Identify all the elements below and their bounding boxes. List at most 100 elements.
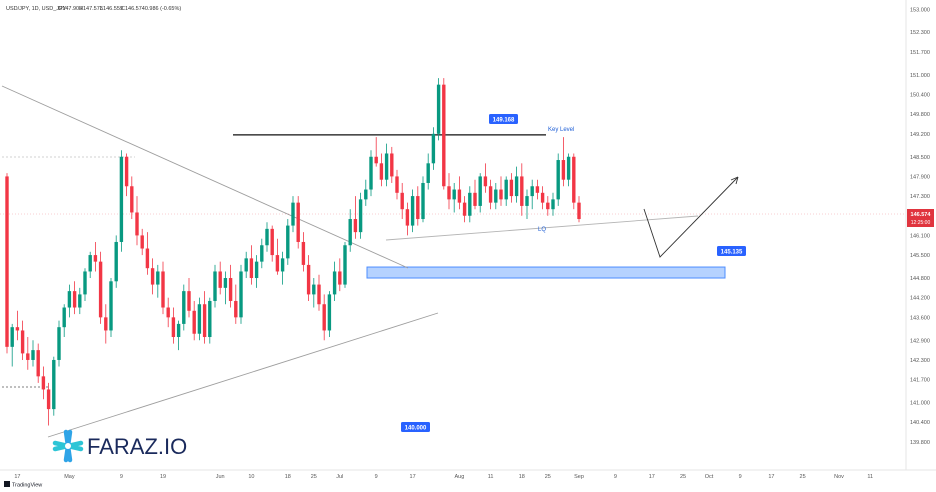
time-tick-19: Oct [705,474,714,480]
candle-body-16 [88,255,92,272]
candle-body-57 [301,241,306,265]
candle-body-76 [400,192,404,210]
candle-body-94 [494,189,498,203]
candle-body-91 [478,176,482,206]
candle-body-4 [26,353,30,360]
ascending-trendline[interactable] [47,312,439,438]
candle-body-73 [384,153,389,180]
time-tick-10: 17 [410,474,416,480]
candle-body-44 [234,300,238,318]
candle-body-38 [202,304,207,338]
lq-label: LQ [538,227,546,233]
candle-body-77 [405,209,410,226]
current-price-badge: 146.574 12:25:00 [907,209,934,227]
candle-body-61 [322,304,326,331]
candle-body-39 [208,300,212,338]
candle-body-5 [31,350,35,360]
candle-body-22 [119,156,124,242]
price-tick-3: 151.000 [910,73,930,79]
candle-body-26 [140,235,144,249]
candle-body-72 [379,163,384,180]
time-tick-0: 17 [14,474,20,480]
time-tick-8: Jul [336,474,343,480]
time-axis[interactable]: 17 May 9 19 Jun 10 18 25 Jul 9 17 Aug 11 18 25 Sep 9 17 25… [14,474,873,480]
candle-body-51 [270,228,274,256]
zone-tag-text: 145.135 [721,250,743,256]
candle-body-70 [369,156,373,190]
candle-body-40 [213,271,217,301]
time-tick-9: 9 [375,474,378,480]
time-tick-16: 9 [614,474,617,480]
candle-body-87 [457,189,462,203]
candle-body-43 [228,278,233,301]
candle-body-98 [514,176,519,197]
candle-body-83 [436,84,441,134]
low-tag[interactable]: 140.000 [401,422,430,432]
candle-body-74 [390,153,394,177]
chart-header-open: O147.903 [58,6,82,12]
chart-header-symbol: USD/JPY, 1D, USD_JPY [6,6,67,12]
key-level-tag[interactable]: 149.168 [489,114,518,124]
candle-body-19 [104,317,108,331]
candle-body-63 [332,271,337,295]
candle-body-78 [410,196,415,226]
candle-body-36 [192,310,196,334]
candle-body-25 [135,212,139,236]
candle-body-105 [551,199,555,210]
candle-body-28 [150,268,155,285]
candle-body-84 [442,84,446,187]
price-tick-15: 143.600 [910,315,930,321]
price-tick-21: 139.800 [910,440,930,446]
candle-body-90 [473,192,477,206]
candle-body-2 [15,327,20,331]
candle-body-60 [317,284,321,305]
candle-body-82 [431,133,436,164]
projection-arrowhead [730,176,739,185]
candle-body-8 [46,389,51,410]
candle-body-18 [98,261,103,318]
candle-body-30 [161,271,165,308]
candle-body-53 [280,258,285,272]
candle-body-56 [296,202,300,242]
candle-body-92 [483,176,488,187]
time-tick-24: 11 [867,474,873,480]
price-tick-8: 147.900 [910,174,930,180]
candle-body-29 [156,271,160,285]
lq-line[interactable] [385,215,699,241]
price-tick-17: 142.300 [910,358,930,364]
tradingview-text: TradingView [12,483,42,489]
price-tick-1: 152.300 [910,30,930,36]
price-tick-19: 141.000 [910,401,930,407]
chart-header-change: -0.986 (-0.65%) [143,6,181,12]
time-tick-5: 10 [248,474,254,480]
price-tick-13: 144.800 [910,276,930,282]
candle-body-68 [358,199,363,233]
price-tick-12: 145.500 [910,253,930,259]
candle-body-71 [374,156,378,164]
price-tick-0: 153.000 [910,7,930,13]
demand-zone[interactable] [366,266,726,279]
candle-body-52 [275,255,280,272]
projection-path[interactable] [643,176,739,258]
candle-body-1 [10,327,14,347]
price-axis[interactable]: 153.000 152.300 151.700 151.000 150.400 149.8… [910,7,930,446]
candle-body-80 [421,182,425,220]
time-tick-23: Nov [834,474,844,480]
time-tick-20: 9 [739,474,742,480]
key-level-tag-text: 149.168 [493,118,515,124]
candle-body-101 [530,186,534,197]
descending-trendline[interactable] [1,85,409,269]
price-tick-2: 151.700 [910,50,930,56]
time-tick-21: 17 [768,474,774,480]
candle-body-37 [197,304,202,334]
candle-body-3 [20,330,25,354]
tradingview-watermark: TradingView [4,481,42,489]
candle-body-0 [5,176,9,347]
candle-body-108 [566,156,571,180]
candle-body-35 [187,291,191,311]
price-tick-14: 144.200 [910,296,930,302]
time-tick-12: 11 [488,474,494,480]
candle-body-33 [176,323,181,338]
zone-tag[interactable]: 145.135 [717,246,746,256]
